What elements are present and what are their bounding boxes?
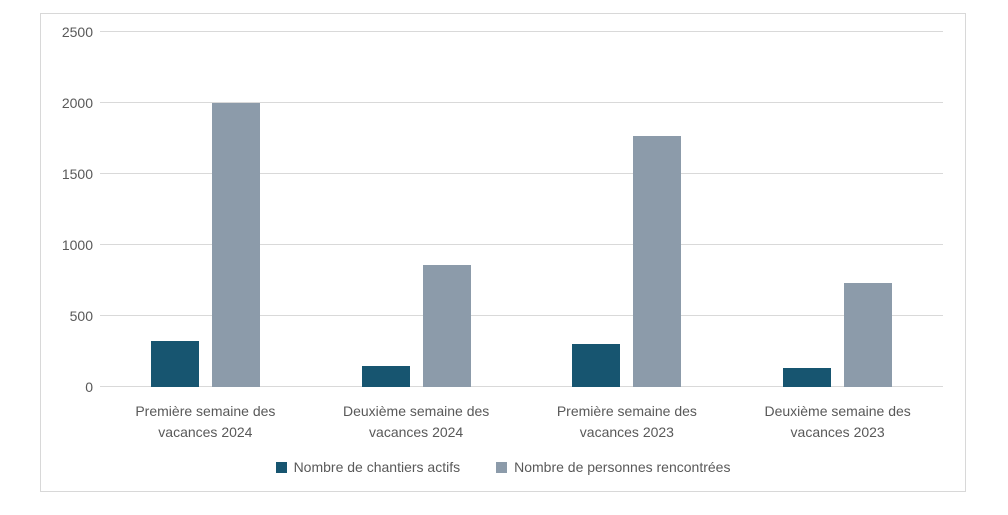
- y-axis: 0 500 1000 1500 2000 2500: [47, 24, 93, 395]
- legend-label-personnes: Nombre de personnes rencontrées: [514, 459, 731, 475]
- gridline-2000: [100, 102, 943, 103]
- y-tick-label-500: 500: [69, 308, 93, 324]
- bar-group-2: [311, 32, 522, 387]
- legend-swatch-personnes: [496, 461, 508, 473]
- y-tick-label-1000: 1000: [61, 237, 93, 253]
- chart-frame: 0 500 1000 1500 2000 2500 Première semaine de…: [40, 13, 966, 492]
- bar-series1-cat4: [783, 367, 832, 387]
- bar-series2-cat3: [633, 136, 682, 387]
- gridline-1000: [100, 244, 943, 245]
- y-tick-label-2000: 2000: [61, 95, 93, 111]
- legend-label-chantiers: Nombre de chantiers actifs: [293, 459, 461, 475]
- legend-item-personnes: Nombre de personnes rencontrées: [496, 459, 730, 475]
- bar-series1-cat3: [572, 344, 621, 387]
- bar-group-1: [100, 32, 311, 387]
- gridline-500: [100, 315, 943, 316]
- x-axis-labels: Première semaine des vacances 2024 Deuxi…: [100, 401, 943, 443]
- plot-area: [100, 31, 943, 387]
- y-tick-label-2500: 2500: [61, 24, 93, 40]
- category-label-text: Première semaine des vacances 2023: [556, 403, 697, 440]
- bar-series2-cat4: [844, 283, 893, 387]
- gridline-1500: [100, 173, 943, 174]
- y-tick-label-1500: 1500: [61, 166, 93, 182]
- bar-groups: [100, 32, 943, 387]
- legend-swatch-chantiers: [275, 461, 287, 473]
- category-label-1: Première semaine des vacances 2024: [100, 401, 311, 443]
- legend-item-chantiers: Nombre de chantiers actifs: [275, 459, 461, 475]
- bar-series2-cat2: [422, 264, 471, 387]
- category-label-3: Première semaine des vacances 2023: [522, 401, 733, 443]
- category-label-4: Deuxième semaine des vacances 2023: [732, 401, 943, 443]
- category-label-text: Première semaine des vacances 2024: [135, 403, 276, 440]
- bar-series1-cat2: [361, 365, 410, 387]
- category-label-text: Deuxième semaine des vacances 2024: [342, 403, 490, 440]
- bar-group-3: [522, 32, 733, 387]
- bar-series1-cat1: [150, 340, 199, 387]
- bar-series2-cat1: [211, 103, 260, 387]
- gridline-0: [100, 386, 943, 387]
- category-label-text: Deuxième semaine des vacances 2023: [764, 403, 911, 440]
- category-label-2: Deuxième semaine des vacances 2024: [311, 401, 522, 443]
- gridline-2500: [100, 31, 943, 32]
- y-tick-label-0: 0: [85, 379, 93, 395]
- legend: Nombre de chantiers actifs Nombre de per…: [41, 459, 965, 475]
- bar-group-4: [732, 32, 943, 387]
